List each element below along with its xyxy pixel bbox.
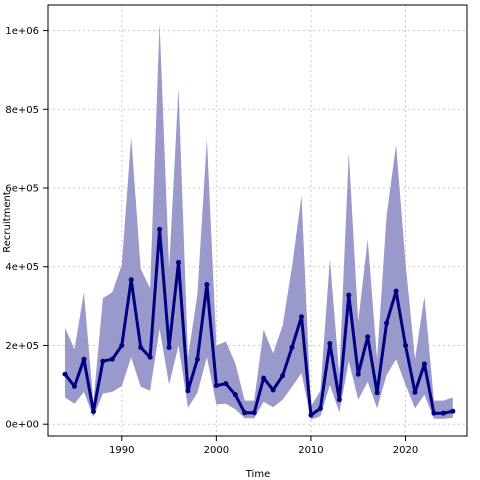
y-tick-label-1: 2e+05 <box>5 341 39 352</box>
data-point-2008 <box>289 344 295 350</box>
data-point-1997 <box>185 388 191 394</box>
confidence-band-group <box>65 22 453 420</box>
data-point-2023 <box>431 410 437 416</box>
data-point-1998 <box>194 356 200 362</box>
data-point-1992 <box>138 344 144 350</box>
data-point-1999 <box>204 281 210 287</box>
data-point-2009 <box>298 314 304 320</box>
data-point-2007 <box>280 373 286 379</box>
data-point-2020 <box>403 342 409 348</box>
data-point-2006 <box>270 387 276 393</box>
y-tick-label-0: 0e+00 <box>5 420 39 431</box>
plot-frame <box>47 4 468 437</box>
data-point-2004 <box>251 410 257 416</box>
data-point-1986 <box>81 356 87 362</box>
data-point-1987 <box>90 409 96 415</box>
x-tick-label-1: 2000 <box>204 445 229 456</box>
data-point-2003 <box>242 410 248 416</box>
data-point-1988 <box>100 358 106 364</box>
data-point-2013 <box>336 397 342 403</box>
data-point-2011 <box>317 405 323 411</box>
data-point-1990 <box>119 342 125 348</box>
data-point-2015 <box>355 371 361 377</box>
data-point-2022 <box>421 361 427 367</box>
data-point-2014 <box>346 292 352 298</box>
data-point-2000 <box>213 383 219 389</box>
data-point-2017 <box>374 390 380 396</box>
y-tick-label-3: 6e+05 <box>5 184 39 195</box>
data-point-1984 <box>62 371 68 377</box>
data-point-2012 <box>327 341 333 347</box>
data-point-2010 <box>308 412 314 418</box>
data-point-2024 <box>440 410 446 416</box>
data-point-1991 <box>128 277 134 283</box>
y-tick-label-5: 1e+06 <box>5 26 39 37</box>
data-point-1993 <box>147 354 153 360</box>
grid-lines <box>48 5 467 436</box>
data-point-1994 <box>157 226 163 232</box>
axes: 1990 2000 2010 2020 0e+00 2e+05 4e+05 6e+05 8e+0… <box>5 4 468 456</box>
data-point-1996 <box>176 259 182 265</box>
x-tick-label-0: 1990 <box>109 445 134 456</box>
data-point-2025 <box>450 408 456 414</box>
x-tick-label-3: 2020 <box>393 445 418 456</box>
data-point-1995 <box>166 344 172 350</box>
recruitment-series-group <box>62 226 456 418</box>
confidence-band <box>65 22 453 420</box>
y-tick-label-2: 4e+05 <box>5 262 39 273</box>
data-point-2001 <box>223 381 229 387</box>
data-point-2018 <box>384 320 390 326</box>
data-point-2019 <box>393 288 399 294</box>
x-tick-label-2: 2010 <box>298 445 323 456</box>
recruitment-line <box>63 227 454 417</box>
y-axis-label: Recruitment <box>2 191 13 253</box>
data-point-1989 <box>109 356 115 362</box>
data-point-2005 <box>261 375 267 381</box>
data-point-2002 <box>232 392 238 398</box>
x-axis-label: Time <box>245 469 270 480</box>
data-point-1985 <box>71 383 77 389</box>
data-point-2021 <box>412 389 418 395</box>
y-tick-label-4: 8e+05 <box>5 105 39 116</box>
data-point-2016 <box>365 334 371 340</box>
